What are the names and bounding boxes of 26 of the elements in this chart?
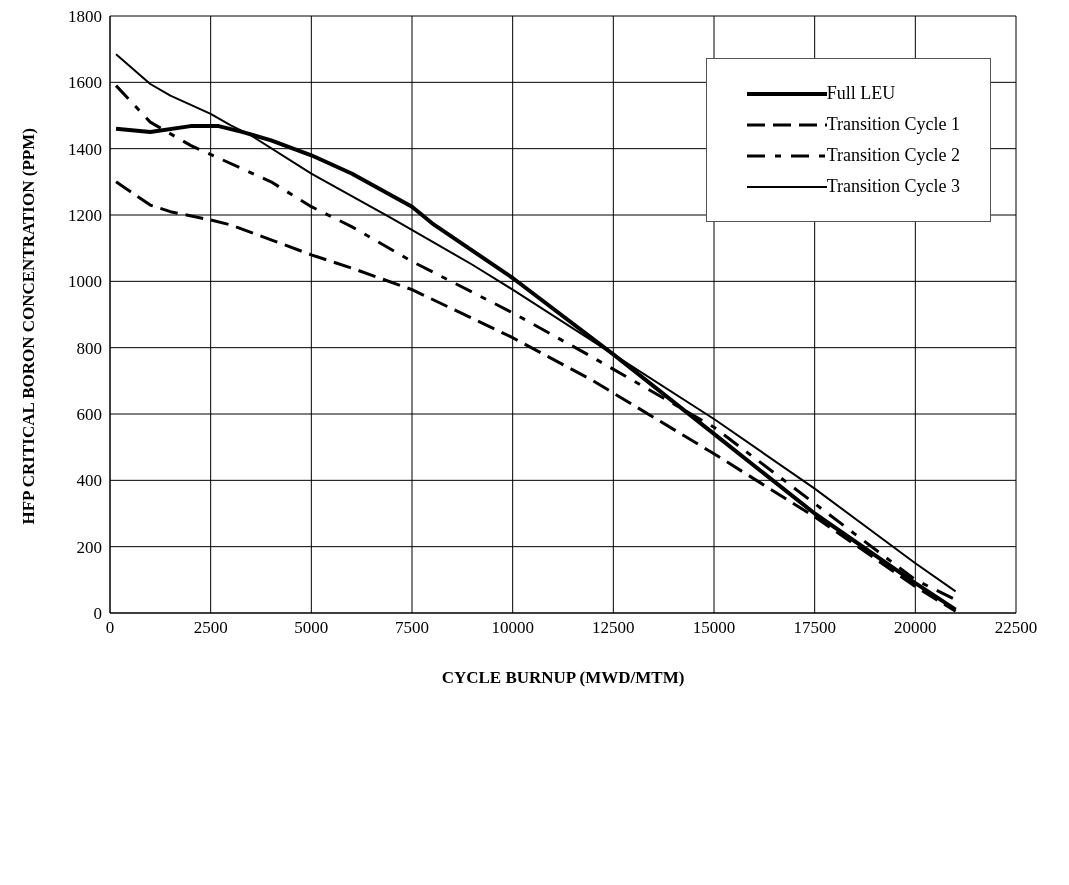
y-tick-label: 1800 [68, 7, 102, 27]
y-tick-label: 0 [93, 604, 102, 624]
y-tick-label: 200 [76, 537, 102, 557]
x-tick-label: 7500 [395, 618, 429, 638]
y-tick-label: 600 [76, 405, 102, 425]
y-tick-label: 1200 [68, 206, 102, 226]
x-tick-label: 17500 [793, 618, 836, 638]
y-tick-label: 1000 [68, 272, 102, 292]
legend-label: Full LEU [826, 83, 896, 104]
x-tick-label: 10000 [491, 618, 534, 638]
legend-label: Transition Cycle 2 [826, 145, 960, 166]
x-tick-label: 2500 [193, 618, 228, 638]
y-axis-title: HFP CRITICAL BORON CONCENTRATION (PPM) [19, 128, 39, 525]
x-tick-label: 22500 [994, 618, 1038, 638]
x-axis-title: CYCLE BURNUP (MWD/MTM) [441, 668, 685, 687]
x-tick-label: 20000 [894, 618, 937, 638]
x-tick-label: 5000 [294, 618, 329, 638]
legend-label: Transition Cycle 1 [826, 114, 960, 135]
x-tick-label: 12500 [592, 618, 635, 638]
x-tick-label: 15000 [692, 618, 736, 638]
legend-label: Transition Cycle 3 [826, 176, 960, 197]
y-tick-label: 1400 [68, 139, 102, 159]
y-tick-label: 800 [76, 338, 102, 358]
y-tick-label: 400 [76, 471, 102, 491]
x-tick-label: 0 [105, 618, 115, 638]
y-tick-label: 1600 [68, 73, 102, 93]
